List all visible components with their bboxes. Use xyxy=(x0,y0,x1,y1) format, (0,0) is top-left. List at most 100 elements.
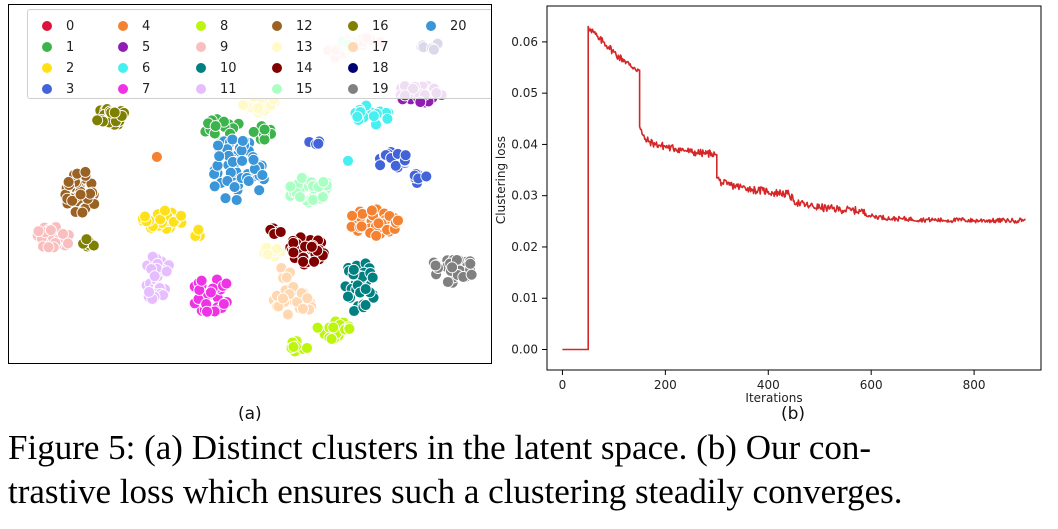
legend-label: 2 xyxy=(66,60,75,76)
legend-marker xyxy=(272,21,282,31)
scatter-point xyxy=(317,176,330,189)
scatter-point xyxy=(389,159,402,172)
legend-label: 3 xyxy=(66,81,75,97)
scatter-point xyxy=(325,332,338,345)
scatter-point xyxy=(62,175,75,188)
scatter-point xyxy=(399,149,412,162)
scatter-point xyxy=(464,257,477,270)
legend-marker xyxy=(272,63,282,73)
scatter-point xyxy=(209,120,222,133)
scatter-point xyxy=(429,259,442,272)
scatter-point xyxy=(311,321,324,334)
legend-marker xyxy=(196,42,206,52)
scatter-point xyxy=(252,102,265,114)
loss-series-line xyxy=(562,25,1026,351)
legend-marker xyxy=(348,42,358,52)
legend-item: 17 xyxy=(348,39,389,55)
y-tick-label: 0.02 xyxy=(511,240,538,254)
x-tick-label: 0 xyxy=(559,378,567,392)
legend-marker xyxy=(196,84,206,94)
legend-marker xyxy=(42,84,52,94)
scatter-point xyxy=(351,110,364,123)
scatter-point xyxy=(195,274,208,287)
scatter-point xyxy=(175,209,188,222)
scatter-point xyxy=(287,246,300,259)
scatter-point xyxy=(237,99,250,112)
legend-label: 11 xyxy=(220,81,237,97)
scatter-point xyxy=(281,308,294,321)
scatter-point xyxy=(465,268,478,281)
legend-item: 7 xyxy=(118,81,150,97)
scatter-point xyxy=(80,233,93,246)
scatter-point xyxy=(66,194,79,207)
scatter-point xyxy=(79,165,92,178)
scatter-point xyxy=(284,180,297,193)
scatter-point xyxy=(381,112,394,125)
legend-marker xyxy=(42,63,52,73)
scatter-point xyxy=(308,255,321,268)
panel-b-label: (b) xyxy=(781,404,806,424)
scatter-point xyxy=(208,180,221,193)
scatter-point xyxy=(365,204,378,217)
scatter-point xyxy=(307,193,319,206)
scatter-point xyxy=(192,223,205,236)
scatter-point xyxy=(301,292,314,305)
legend-item: 12 xyxy=(272,18,313,34)
scatter-point xyxy=(370,229,383,242)
panel-a-label: (a) xyxy=(238,404,262,424)
legend-label: 17 xyxy=(372,39,389,55)
scatter-point xyxy=(359,283,372,296)
figure-caption: Figure 5: (a) Distinct clusters in the l… xyxy=(8,426,1053,514)
legend-label: 19 xyxy=(372,81,389,97)
legend-item: 18 xyxy=(348,60,389,76)
scatter-point xyxy=(247,125,260,138)
y-tick-label: 0.03 xyxy=(511,189,538,203)
legend-item: 6 xyxy=(118,60,150,76)
legend-item: 19 xyxy=(348,81,389,97)
legend-marker xyxy=(42,42,52,52)
scatter-point xyxy=(160,265,173,278)
scatter-point xyxy=(247,153,260,166)
legend-item: 15 xyxy=(272,81,313,97)
legend-item: 20 xyxy=(426,18,467,34)
x-tick-label: 800 xyxy=(963,378,986,392)
scatter-point xyxy=(236,134,249,147)
scatter-point xyxy=(374,159,387,172)
scatter-point xyxy=(342,154,354,167)
scatter-point xyxy=(139,210,151,223)
legend-label: 15 xyxy=(296,81,313,97)
y-tick-label: 0.06 xyxy=(511,35,538,49)
y-tick-label: 0.01 xyxy=(511,291,538,305)
scatter-point xyxy=(258,133,271,146)
legend-item: 9 xyxy=(196,39,228,55)
scatter-point xyxy=(220,277,233,290)
scatter-point xyxy=(274,226,287,238)
scatter-point xyxy=(327,321,340,334)
scatter-legend: 0 1 2 3 4 5 6 7 8 9 10 11 12 13 14 15 16 17 18 19 20 xyxy=(27,9,491,99)
legend-marker xyxy=(348,21,358,31)
scatter-point xyxy=(236,154,249,167)
legend-item: 16 xyxy=(348,18,389,34)
scatter-point xyxy=(213,150,226,163)
scatter-point xyxy=(204,286,217,299)
caption-line-1: Figure 5: (a) Distinct clusters in the l… xyxy=(8,428,872,467)
scatter-point xyxy=(359,299,372,312)
legend-label: 20 xyxy=(450,18,467,34)
scatter-point xyxy=(297,255,310,268)
scatter-point xyxy=(62,237,74,250)
scatter-point xyxy=(143,285,155,298)
scatter-panel: 0 1 2 3 4 5 6 7 8 9 10 11 12 13 14 15 16 17 18 19 20 xyxy=(8,4,492,364)
scatter-point xyxy=(217,298,230,310)
scatter-point xyxy=(296,302,309,315)
scatter-point xyxy=(366,271,379,284)
loss-chart: 0 200 400 600 800 0.00 0.01 0.02 0.03 0.04 0.05 0.0… xyxy=(494,5,1042,405)
y-tick-label: 0.00 xyxy=(511,342,538,356)
legend-label: 7 xyxy=(142,81,151,97)
scatter-point xyxy=(367,110,380,123)
legend-marker xyxy=(118,42,128,52)
y-tick-label: 0.04 xyxy=(511,137,538,151)
legend-label: 10 xyxy=(220,60,237,76)
scatter-point xyxy=(347,263,360,276)
legend-label: 13 xyxy=(296,39,313,55)
x-axis-label: Iterations xyxy=(745,391,802,405)
